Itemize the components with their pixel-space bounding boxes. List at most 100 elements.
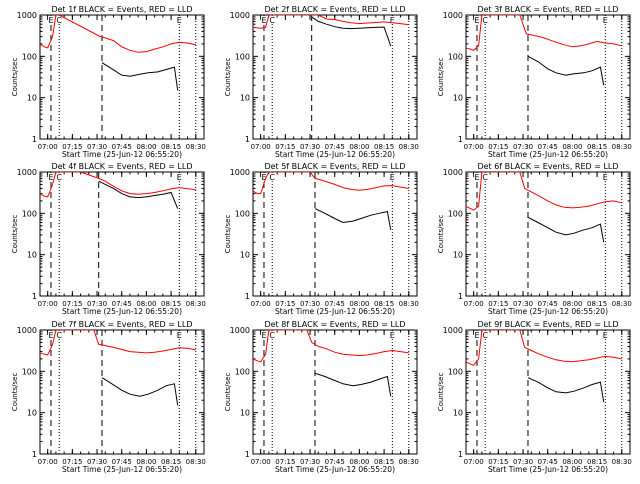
event-marker-label: C <box>56 16 62 25</box>
panel-title: Det 8f BLACK = Events, RED = LLD <box>264 320 405 329</box>
x-tick-label: 07:30 <box>513 143 533 151</box>
detector-panel: 1 10 100 1000 07:00 07:15 07:30 07:45 08:00 08:15… <box>11 320 206 474</box>
marker-bg <box>602 331 609 338</box>
x-tick-label: 07:45 <box>325 143 345 151</box>
y-tick-label: 10 <box>27 251 37 260</box>
event-marker-label: E <box>603 331 608 340</box>
lld-series-line <box>466 330 622 366</box>
x-tick-label: 07:15 <box>275 143 295 151</box>
detector-panel: 1 10 100 1000 07:00 07:15 07:30 07:45 08:00 08:15… <box>224 320 419 474</box>
y-tick-label: 1000 <box>443 11 463 20</box>
y-tick-label: 100 <box>235 52 250 61</box>
event-marker-label: E <box>390 173 395 182</box>
events-series-line <box>311 16 392 46</box>
marker-bg <box>602 16 609 23</box>
event-marker-label: E <box>261 173 266 182</box>
event-marker-label: C <box>56 331 62 340</box>
x-tick-label: 07:45 <box>538 458 558 466</box>
marker-bg <box>269 16 276 23</box>
x-axis-label: Start Time (25-Jun-12 06:55:20) <box>275 150 395 159</box>
event-marker-label: C <box>269 16 275 25</box>
x-tick-label: 08:30 <box>399 300 419 308</box>
y-tick-label: 1 <box>245 135 250 144</box>
detector-panel: 1 10 100 1000 07:00 07:15 07:30 07:45 08:00 08:15… <box>437 320 632 474</box>
y-tick-label: 10 <box>240 409 250 418</box>
x-tick-label: 07:30 <box>87 300 107 308</box>
x-tick-label: 07:30 <box>513 458 533 466</box>
x-tick-label: 07:30 <box>300 143 320 151</box>
marker-bg <box>47 331 54 338</box>
x-tick-label: 07:00 <box>251 143 271 151</box>
detector-panel: 1 10 100 1000 07:00 07:15 07:30 07:45 08:00 08:15… <box>224 162 419 316</box>
y-tick-label: 100 <box>235 367 250 376</box>
marker-bg <box>269 173 276 180</box>
x-tick-label: 08:30 <box>399 458 419 466</box>
y-tick-label: 10 <box>453 409 463 418</box>
event-marker-label: E <box>474 16 479 25</box>
x-tick-label: 08:30 <box>186 458 206 466</box>
panel-title: Det 6f BLACK = Events, RED = LLD <box>477 162 618 171</box>
x-tick-label: 08:15 <box>587 143 607 151</box>
x-tick-label: 07:00 <box>38 143 58 151</box>
x-tick-label: 08:00 <box>562 300 582 308</box>
event-marker-label: E <box>48 16 53 25</box>
lld-series-line <box>466 15 622 51</box>
y-tick-label: 100 <box>22 52 37 61</box>
x-tick-label: 08:00 <box>136 143 156 151</box>
x-tick-label: 08:15 <box>161 300 181 308</box>
x-axis-label: Start Time (25-Jun-12 06:55:20) <box>62 465 182 474</box>
detector-panel: 1 10 100 1000 07:00 07:15 07:30 07:45 08:00 08:15… <box>437 5 632 159</box>
y-axis-label: Counts/sec <box>437 58 445 97</box>
y-tick-label: 100 <box>235 209 250 218</box>
x-tick-label: 07:15 <box>62 458 82 466</box>
panel-title: Det 1f BLACK = Events, RED = LLD <box>51 5 192 14</box>
y-tick-label: 1 <box>245 450 250 459</box>
y-tick-label: 1000 <box>17 326 37 335</box>
y-tick-label: 10 <box>27 94 37 103</box>
y-axis-label: Counts/sec <box>224 373 232 412</box>
x-tick-label: 07:15 <box>62 300 82 308</box>
marker-bg <box>473 331 480 338</box>
y-tick-label: 100 <box>448 52 463 61</box>
x-tick-label: 07:15 <box>275 300 295 308</box>
x-tick-label: 08:30 <box>612 300 632 308</box>
x-tick-label: 07:45 <box>112 458 132 466</box>
lld-series-line <box>253 172 409 195</box>
marker-bg <box>389 16 396 23</box>
y-tick-label: 1000 <box>443 168 463 177</box>
event-marker-label: C <box>56 173 62 182</box>
x-tick-label: 07:15 <box>488 458 508 466</box>
x-tick-label: 08:15 <box>374 458 394 466</box>
event-marker-label: E <box>177 331 182 340</box>
marker-bg <box>176 331 183 338</box>
x-tick-label: 07:30 <box>300 300 320 308</box>
panel-title: Det 4f BLACK = Events, RED = LLD <box>51 162 192 171</box>
x-axis-label: Start Time (25-Jun-12 06:55:20) <box>488 150 608 159</box>
x-tick-label: 08:15 <box>161 143 181 151</box>
x-tick-label: 07:15 <box>488 300 508 308</box>
event-marker-label: E <box>261 16 266 25</box>
y-tick-label: 1000 <box>443 326 463 335</box>
x-tick-label: 07:00 <box>464 143 484 151</box>
x-tick-label: 07:00 <box>38 458 58 466</box>
event-marker-label: E <box>261 331 266 340</box>
lld-series-line <box>40 330 196 356</box>
marker-bg <box>176 173 183 180</box>
lld-series-line <box>253 330 409 363</box>
x-axis-label: Start Time (25-Jun-12 06:55:20) <box>275 307 395 316</box>
x-tick-label: 07:30 <box>513 300 533 308</box>
x-tick-label: 07:45 <box>325 458 345 466</box>
x-tick-label: 08:00 <box>562 143 582 151</box>
y-axis-label: Counts/sec <box>11 373 19 412</box>
y-tick-label: 100 <box>22 367 37 376</box>
event-marker-label: E <box>48 331 53 340</box>
marker-bg <box>473 16 480 23</box>
panel-title: Det 5f BLACK = Events, RED = LLD <box>264 162 405 171</box>
y-tick-label: 1 <box>32 450 37 459</box>
y-tick-label: 10 <box>27 409 37 418</box>
event-marker-label: E <box>474 331 479 340</box>
x-tick-label: 07:15 <box>62 143 82 151</box>
event-marker-label: E <box>603 16 608 25</box>
lld-series-line <box>40 172 196 198</box>
